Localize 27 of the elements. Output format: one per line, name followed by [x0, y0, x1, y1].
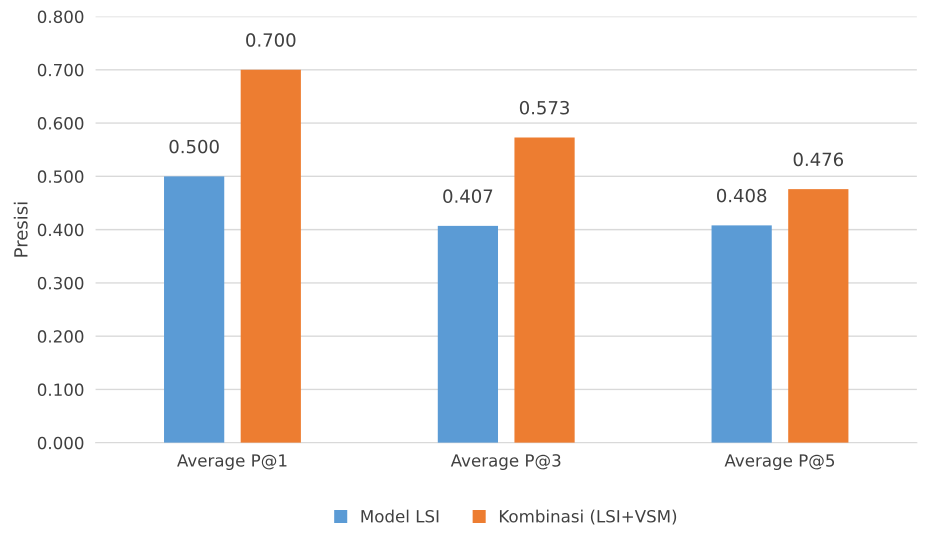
data-label: 0.700 — [246, 33, 296, 47]
legend-label: Model LSI — [362, 510, 438, 523]
data-label: 0.408 — [717, 188, 766, 202]
y-tick-label: 0.100 — [38, 383, 84, 396]
bar — [514, 137, 575, 443]
x-tick-label: Average P@3 — [450, 454, 560, 470]
x-tick-label: Average P@5 — [724, 454, 834, 470]
bar — [438, 226, 498, 443]
y-tick-label: 0.600 — [38, 117, 84, 130]
data-label: 0.573 — [520, 100, 569, 115]
y-tick-label: 0.800 — [38, 10, 84, 24]
y-tick-label: 0.700 — [38, 64, 84, 76]
legend-label: Kombinasi (LSI+VSM) — [500, 510, 676, 525]
y-tick-label: 0.500 — [38, 170, 84, 183]
x-tick-label: Average P@1 — [177, 454, 286, 470]
bar — [240, 70, 301, 443]
y-tick-label: 0.000 — [38, 436, 84, 450]
y-tick-label: 0.400 — [38, 224, 84, 236]
y-tick-label: 0.300 — [38, 276, 84, 290]
bar — [788, 189, 848, 443]
data-label: 0.407 — [443, 189, 492, 203]
data-label: 0.476 — [794, 152, 844, 166]
bar — [164, 176, 224, 443]
y-tick-label: 0.200 — [38, 330, 84, 343]
data-label: 0.500 — [169, 140, 219, 154]
y-axis-title: Presisi — [14, 202, 28, 257]
bar — [712, 225, 772, 443]
